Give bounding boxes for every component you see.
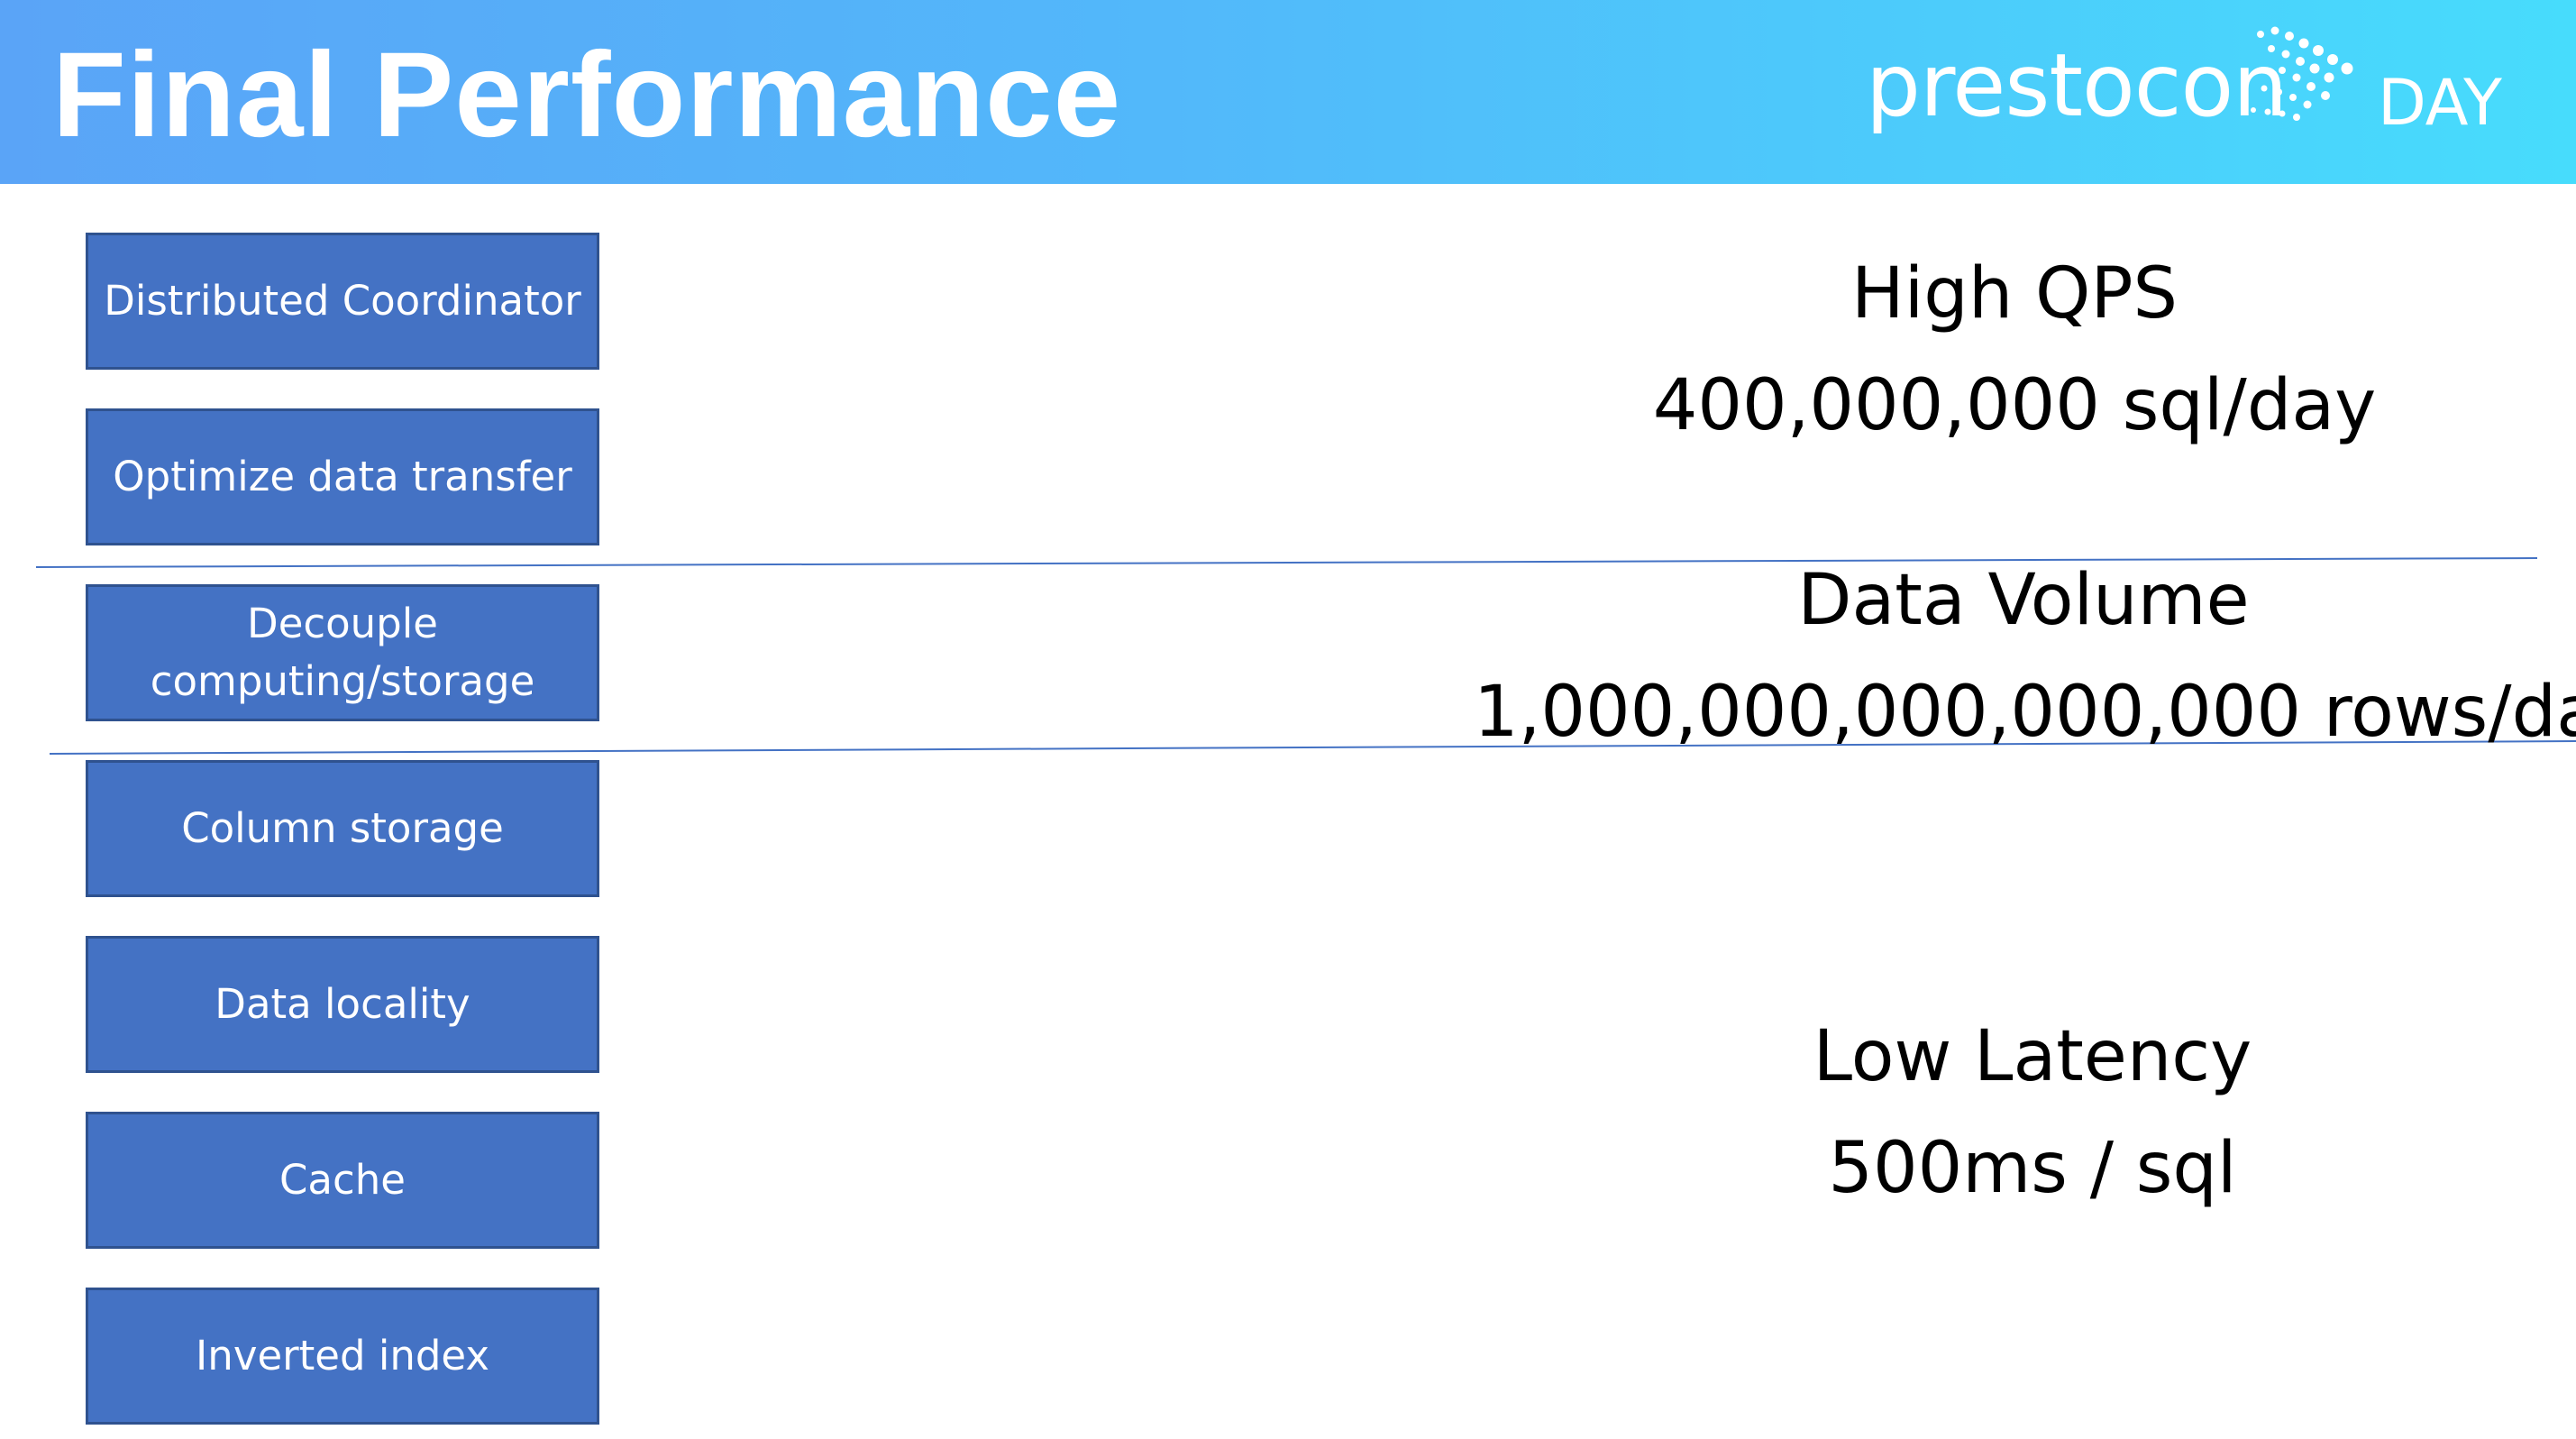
metric-value-low-latency: 500ms / sql: [1828, 1128, 2237, 1209]
metric-label-high-qps: High QPS: [1850, 253, 2178, 335]
header-banner: Final Performance prestocon: [0, 0, 2576, 184]
technique-box-cache: Cache: [86, 1112, 599, 1249]
divider-line-lower: [49, 740, 2576, 755]
metric-label-low-latency: Low Latency: [1813, 1016, 2252, 1097]
technique-box-decouple-computing-storage: Decouple computing/storage: [86, 584, 599, 721]
metric-value-data-volume: 1,000,000,000,000,000 rows/day: [1474, 672, 2576, 753]
slide-title: Final Performance: [52, 28, 1122, 162]
technique-box-distributed-coordinator: Distributed Coordinator: [86, 233, 599, 370]
technique-box-data-locality: Data locality: [86, 936, 599, 1073]
dot-cluster-icon: [2251, 26, 2353, 121]
divider-line-upper: [35, 557, 2538, 568]
logo-day-text: DAY: [2378, 66, 2502, 140]
metric-value-high-qps: 400,000,000 sql/day: [1652, 365, 2377, 446]
prestocon-day-logo: prestocon: [1866, 18, 2515, 153]
logo-wordmark: prestocon: [1866, 35, 2288, 136]
technique-box-column-storage: Column storage: [86, 760, 599, 897]
technique-box-inverted-index: Inverted index: [86, 1288, 599, 1425]
technique-box-optimize-data-transfer: Optimize data transfer: [86, 408, 599, 545]
metric-label-data-volume: Data Volume: [1797, 560, 2250, 641]
